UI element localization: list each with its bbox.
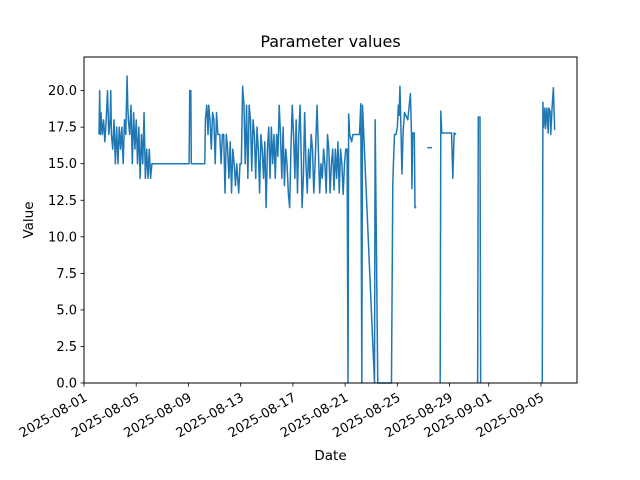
y-tick-label: 7.5 <box>56 267 77 282</box>
series-line <box>476 116 482 384</box>
y-tick-label: 17.5 <box>48 121 77 136</box>
y-tick-label: 0.0 <box>56 377 77 392</box>
y-tick-label: 15.0 <box>48 157 77 172</box>
y-tick-label: 2.5 <box>56 340 77 355</box>
chart-title: Parameter values <box>260 32 401 51</box>
series-line <box>98 75 417 384</box>
y-tick-label: 5.0 <box>56 303 77 318</box>
series-line <box>439 110 457 384</box>
x-axis-label: Date <box>314 448 347 464</box>
y-tick-label: 12.5 <box>48 194 77 209</box>
y-tick-label: 10.0 <box>48 230 77 245</box>
axes-box <box>83 56 578 384</box>
series-line <box>541 86 556 384</box>
y-tick-label: 20.0 <box>48 84 77 99</box>
